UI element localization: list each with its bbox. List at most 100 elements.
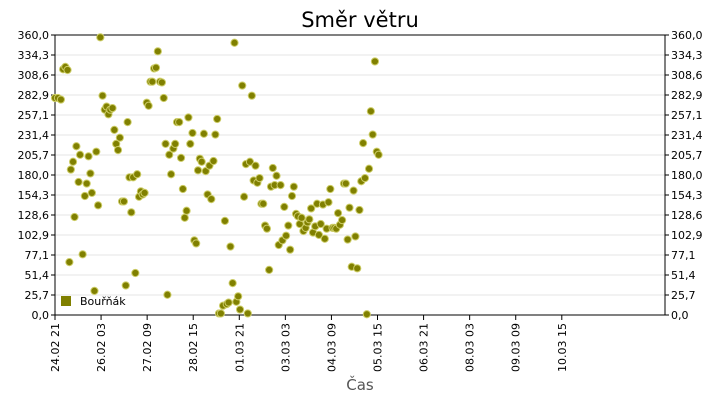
data-point [144, 101, 153, 110]
data-point [349, 186, 358, 195]
y-axis-left: 0,0 25,7 51,4 77,1 102,9 128,6 154,3 180,0 205,7… [18, 29, 55, 322]
data-point [364, 164, 374, 173]
data-point [238, 81, 247, 90]
data-point [326, 184, 335, 194]
x-tick-label: 08.03 03 [464, 323, 477, 372]
data-point [180, 213, 189, 222]
data-point [251, 161, 260, 170]
data-point [161, 139, 170, 148]
y-tick-label-right: 180,0 [671, 169, 703, 182]
data-point [255, 174, 264, 183]
y-tick-label: 180,0 [18, 169, 50, 182]
data-point [280, 202, 289, 211]
y-tick-label-right: 51,4 [671, 269, 696, 282]
data-point [281, 231, 291, 240]
data-point [341, 179, 350, 188]
y-tick-label: 77,1 [25, 249, 50, 262]
data-point [226, 242, 235, 251]
y-tick-label-right: 360,0 [671, 29, 703, 42]
y-tick-label-right: 308,6 [671, 69, 703, 82]
data-point [366, 107, 375, 116]
data-point [66, 165, 75, 174]
data-point [127, 208, 136, 217]
y-tick-label: 102,9 [18, 229, 50, 242]
y-tick-label-right: 25,7 [671, 289, 696, 302]
data-point [268, 163, 277, 173]
x-axis-label: Čas [346, 375, 374, 394]
data-point [362, 310, 371, 319]
data-point [199, 129, 209, 138]
data-point [94, 201, 103, 210]
data-point [184, 113, 193, 122]
data-point [108, 104, 117, 113]
data-point [297, 213, 306, 222]
data-point [259, 199, 268, 208]
data-point [272, 171, 281, 180]
data-point [355, 205, 364, 215]
y-tick-label: 154,3 [18, 189, 50, 202]
data-point [209, 156, 218, 166]
data-point [72, 142, 81, 151]
data-point [316, 219, 325, 229]
data-point [207, 195, 216, 204]
y-tick-label-right: 231,4 [671, 129, 703, 142]
data-point [65, 258, 74, 267]
data-point [374, 150, 383, 159]
data-point [131, 268, 140, 278]
y-tick-label: 257,1 [18, 109, 50, 122]
data-point [234, 292, 243, 301]
x-tick-label: 24.02 21 [49, 323, 62, 372]
data-point [84, 152, 93, 161]
data-point [70, 212, 79, 222]
gridlines [55, 54, 665, 296]
data-point [115, 133, 124, 142]
data-point [305, 215, 314, 224]
data-point [140, 188, 149, 197]
data-point [165, 150, 174, 159]
y-tick-label: 51,4 [25, 269, 50, 282]
data-point [75, 150, 85, 159]
data-point [197, 157, 206, 166]
y-tick-label: 334,3 [18, 49, 50, 62]
y-axis-label: ° [0, 171, 10, 179]
data-point [121, 281, 130, 290]
data-point [345, 203, 354, 212]
y-tick-label-right: 282,9 [671, 89, 703, 102]
data-point [148, 77, 157, 86]
x-axis: 24.02 21 26.02 03 27.02 09 28.02 15 01.03 21… [49, 315, 569, 372]
x-tick-label: 27.02 09 [141, 323, 154, 372]
y-tick-label-right: 0,0 [671, 309, 689, 322]
data-points [50, 33, 383, 319]
y-tick-label-right: 205,7 [671, 149, 703, 162]
data-point [123, 118, 132, 127]
y-tick-label: 205,7 [18, 149, 50, 162]
y-tick-label-right: 334,3 [671, 49, 703, 62]
x-tick-label: 05.03 15 [372, 323, 385, 372]
x-tick-label: 06.03 21 [418, 323, 431, 372]
x-tick-label: 03.03 03 [279, 323, 292, 372]
data-point [110, 125, 119, 134]
data-point [360, 174, 370, 183]
legend: Bouřňák [61, 295, 126, 308]
data-point [113, 146, 123, 155]
x-tick-label: 01.03 21 [233, 323, 246, 372]
data-point [171, 139, 180, 148]
x-tick-label: 28.02 15 [187, 323, 200, 372]
data-point [245, 157, 255, 166]
x-tick-label: 09.03 09 [510, 323, 523, 372]
data-point [287, 191, 297, 201]
data-point [175, 118, 184, 127]
data-point [178, 184, 187, 194]
data-point [133, 170, 142, 179]
data-point [74, 177, 83, 187]
data-point [201, 167, 210, 176]
data-point [193, 166, 203, 175]
data-point [235, 305, 245, 314]
data-point [157, 78, 166, 87]
y-tick-label-right: 77,1 [671, 249, 696, 262]
data-point [176, 153, 186, 162]
y-tick-label: 0,0 [32, 309, 50, 322]
data-point [265, 265, 274, 274]
data-point [314, 230, 324, 239]
